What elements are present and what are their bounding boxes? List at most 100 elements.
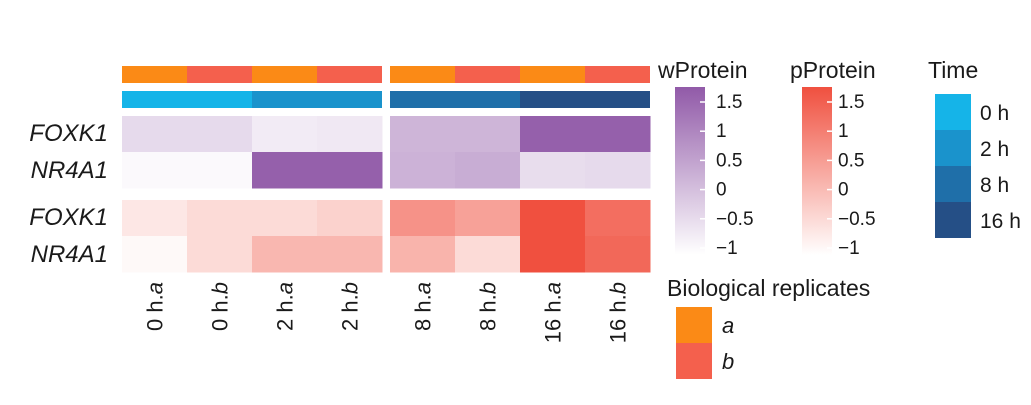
time-annotation-cell bbox=[252, 91, 317, 108]
time-legend-label: 0 h bbox=[980, 102, 1009, 125]
time-legend-swatch bbox=[935, 166, 971, 202]
replicate-legend-swatch bbox=[676, 307, 712, 343]
heatmap-cell bbox=[252, 152, 318, 189]
legend-tick-label: −1 bbox=[838, 238, 860, 259]
heatmap-cell bbox=[520, 116, 586, 153]
pprotein-legend: pProtein 1.5 1 0.5 0 −0.5 −1 bbox=[790, 57, 876, 259]
heatmap-cell bbox=[585, 152, 651, 189]
row-label-foxk1-wprotein: FOXK1 bbox=[29, 120, 108, 147]
heatmap-cell bbox=[455, 116, 521, 153]
time-annotation-cell bbox=[390, 91, 455, 108]
heatmap-cell bbox=[455, 152, 521, 189]
heatmap-cell bbox=[455, 200, 521, 237]
replicate-annotation-cell bbox=[520, 66, 585, 83]
replicate-annotation-cell bbox=[122, 66, 187, 83]
wprotein-heatmap-block bbox=[122, 116, 651, 189]
time-legend: Time 0 h 2 h 8 h 16 h bbox=[928, 57, 1021, 238]
replicate-legend-swatch bbox=[676, 343, 712, 379]
pprotein-legend-title: pProtein bbox=[790, 57, 876, 83]
column-label: 2 h.b bbox=[338, 282, 363, 331]
row-label-foxk1-pprotein: FOXK1 bbox=[29, 204, 108, 231]
heatmap-cell bbox=[187, 116, 253, 153]
replicate-annotation-cell bbox=[187, 66, 252, 83]
time-annotation-cell bbox=[187, 91, 252, 108]
column-label: 0 h.a bbox=[143, 282, 168, 331]
row-label-nr4a1-pprotein: NR4A1 bbox=[31, 241, 108, 268]
replicate-legend-label: a bbox=[722, 313, 734, 338]
heatmap-cell bbox=[122, 236, 188, 273]
legend-tick-label: −0.5 bbox=[716, 209, 754, 230]
heatmap-cell bbox=[122, 200, 188, 237]
time-annotation-cell bbox=[122, 91, 187, 108]
column-label: 16 h.b bbox=[606, 282, 631, 343]
heatmap-cell bbox=[317, 116, 383, 153]
replicate-annotation-cell bbox=[455, 66, 520, 83]
heatmap-cell bbox=[122, 152, 188, 189]
pprotein-heatmap-block bbox=[122, 200, 651, 273]
replicates-legend-swatches: ab bbox=[676, 307, 734, 379]
time-legend-swatch bbox=[935, 202, 971, 238]
replicate-annotation-cell bbox=[390, 66, 455, 83]
time-legend-swatch bbox=[935, 130, 971, 166]
column-labels: 0 h.a 0 h.b 2 h.a 2 h.b 8 h.a 8 h.b 16 h.a 16 h… bbox=[143, 282, 631, 343]
legend-tick-label: 0 bbox=[716, 180, 727, 201]
time-legend-swatch bbox=[935, 94, 971, 130]
heatmap-cell bbox=[317, 152, 383, 189]
time-legend-label: 16 h bbox=[980, 210, 1021, 233]
wprotein-colorbar bbox=[675, 87, 705, 255]
heatmap-cell bbox=[187, 236, 253, 273]
time-legend-title: Time bbox=[928, 57, 978, 83]
heatmap-cell bbox=[390, 236, 456, 273]
legend-tick-label: 1 bbox=[716, 121, 727, 142]
column-label: 8 h.a bbox=[411, 282, 436, 331]
time-legend-label: 2 h bbox=[980, 138, 1009, 161]
heatmap-cell bbox=[390, 200, 456, 237]
heatmap-cell bbox=[252, 236, 318, 273]
column-label: 2 h.a bbox=[273, 282, 298, 331]
row-label-nr4a1-wprotein: NR4A1 bbox=[31, 157, 108, 184]
heatmap-cell bbox=[390, 116, 456, 153]
time-annotation-cell bbox=[455, 91, 520, 108]
column-label: 16 h.a bbox=[541, 282, 566, 343]
legend-tick-label: 1.5 bbox=[838, 92, 864, 113]
heatmap-cell bbox=[455, 236, 521, 273]
legend-tick-label: 0.5 bbox=[716, 150, 742, 171]
heatmap-cell bbox=[585, 116, 651, 153]
heatmap-cell bbox=[252, 200, 318, 237]
time-annotation-cell bbox=[585, 91, 650, 108]
heatmap-cell bbox=[520, 152, 586, 189]
replicate-legend-label: b bbox=[722, 349, 734, 374]
heatmap-cell bbox=[317, 200, 383, 237]
pprotein-colorbar bbox=[802, 87, 832, 255]
time-annotation-cell bbox=[317, 91, 382, 108]
replicates-legend-title: Biological replicates bbox=[667, 275, 870, 301]
time-annotation-cell bbox=[520, 91, 585, 108]
wprotein-legend-ticks: 1.5 1 0.5 0 −0.5 −1 bbox=[700, 92, 754, 259]
heatmap-cell bbox=[520, 236, 586, 273]
replicate-annotation-cell bbox=[252, 66, 317, 83]
time-legend-label: 8 h bbox=[980, 174, 1009, 197]
wprotein-legend: wProtein 1.5 1 0.5 0 −0.5 −1 bbox=[657, 57, 754, 259]
replicate-annotation-row bbox=[122, 66, 650, 83]
replicate-annotation-cell bbox=[585, 66, 650, 83]
legend-tick-label: −1 bbox=[716, 238, 738, 259]
column-label: 0 h.b bbox=[208, 282, 233, 331]
pprotein-legend-ticks: 1.5 1 0.5 0 −0.5 −1 bbox=[827, 92, 876, 259]
heatmap-cell bbox=[585, 236, 651, 273]
heatmap-cell bbox=[317, 236, 383, 273]
heatmap-cell bbox=[390, 152, 456, 189]
heatmap-cell bbox=[187, 200, 253, 237]
heatmap-cell bbox=[122, 116, 188, 153]
legend-tick-label: 1.5 bbox=[716, 92, 742, 113]
replicates-legend: Biological replicates ab bbox=[667, 275, 870, 379]
heatmap-cell bbox=[585, 200, 651, 237]
time-legend-swatches: 0 h 2 h 8 h 16 h bbox=[935, 94, 1021, 238]
heatmap-cell bbox=[252, 116, 318, 153]
heatmap-cell bbox=[187, 152, 253, 189]
legend-tick-label: 0.5 bbox=[838, 150, 864, 171]
legend-tick-label: 1 bbox=[838, 121, 849, 142]
heatmap-cell bbox=[520, 200, 586, 237]
wprotein-legend-title: wProtein bbox=[657, 57, 747, 83]
legend-tick-label: −0.5 bbox=[838, 209, 876, 230]
